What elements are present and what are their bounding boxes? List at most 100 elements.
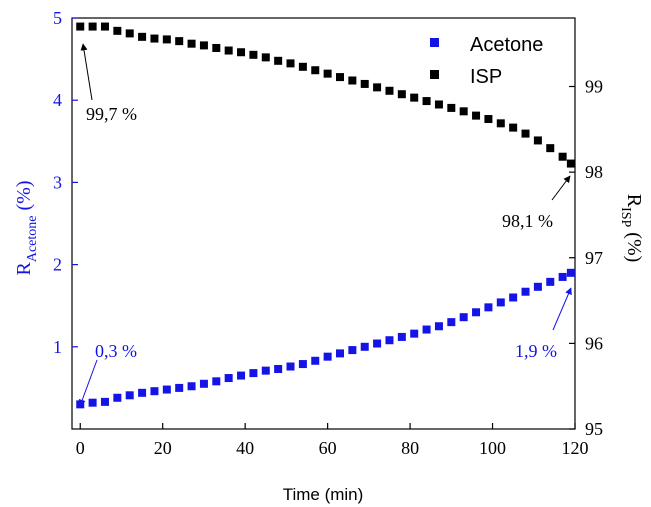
right-y-axis-title: RISP (%) — [618, 194, 645, 263]
acetone-data-point — [509, 293, 518, 302]
right-y-tick-label: 98 — [585, 162, 603, 182]
isp-data-point — [199, 41, 208, 50]
acetone-data-point — [162, 385, 171, 394]
left-y-tick-label: 2 — [53, 255, 62, 275]
acetone-data-point — [373, 339, 382, 348]
annotation-isp-end: 98,1 % — [502, 211, 553, 231]
right-y-tick-label: 96 — [585, 333, 603, 353]
acetone-data-point — [224, 374, 233, 383]
isp-data-point — [484, 115, 493, 124]
acetone-data-point — [434, 322, 443, 331]
acetone-data-point — [360, 342, 369, 351]
isp-data-point — [566, 159, 575, 168]
x-tick-label: 80 — [401, 438, 419, 458]
annotation-acetone-end: 1,9 % — [515, 341, 557, 361]
isp-data-point — [323, 69, 332, 78]
isp-data-point — [397, 90, 406, 99]
acetone-data-point — [459, 313, 468, 322]
isp-data-point — [162, 35, 171, 44]
acetone-data-point — [323, 352, 332, 361]
isp-data-point — [447, 103, 456, 112]
x-tick-label: 120 — [562, 438, 589, 458]
annotation-arrow-isp-end — [551, 175, 571, 201]
acetone-data-point — [150, 387, 159, 396]
isp-data-point — [286, 59, 295, 68]
isp-data-point — [335, 73, 344, 82]
acetone-data-point — [385, 336, 394, 345]
acetone-data-point — [335, 349, 344, 358]
isp-data-point — [249, 50, 258, 59]
plot-frame — [71, 17, 576, 430]
acetone-data-point — [566, 268, 575, 277]
acetone-data-point — [496, 298, 505, 307]
isp-data-point — [274, 56, 283, 65]
acetone-series-markers — [76, 268, 575, 409]
right-y-tick-label: 99 — [585, 77, 603, 97]
acetone-data-point — [472, 308, 481, 317]
x-tick-label: 60 — [319, 438, 337, 458]
isp-data-point — [311, 66, 320, 75]
isp-data-point — [558, 152, 567, 161]
isp-data-point — [100, 22, 109, 31]
left-y-tick-label: 1 — [53, 337, 62, 357]
acetone-data-point — [261, 366, 270, 375]
left-y-axis-title: RAcetone (%) — [13, 181, 40, 276]
acetone-data-point — [397, 332, 406, 341]
isp-data-point — [298, 62, 307, 71]
isp-data-point — [521, 129, 530, 138]
x-axis-title: Time (min) — [283, 485, 364, 504]
acetone-data-point — [484, 303, 493, 312]
legend: Acetone ISP — [430, 34, 543, 88]
left-y-tick-label: 3 — [53, 172, 62, 192]
isp-data-point — [237, 48, 246, 57]
acetone-data-point — [447, 318, 456, 327]
isp-data-point — [187, 39, 196, 48]
isp-data-point — [113, 26, 122, 35]
right-y-tick-label: 97 — [585, 248, 603, 268]
acetone-data-point — [422, 325, 431, 334]
x-tick-label: 0 — [76, 438, 85, 458]
acetone-data-point — [113, 393, 122, 402]
acetone-data-point — [298, 360, 307, 369]
acetone-data-point — [274, 364, 283, 373]
isp-data-point — [360, 79, 369, 88]
isp-data-point — [138, 32, 147, 41]
x-axis-ticks: 0 20 40 60 80 100 120 — [76, 423, 589, 458]
acetone-data-point — [125, 391, 134, 400]
isp-data-point — [533, 136, 542, 145]
isp-data-point — [410, 93, 419, 102]
x-tick-label: 20 — [154, 438, 172, 458]
isp-data-point — [434, 100, 443, 109]
acetone-data-point — [521, 287, 530, 296]
acetone-data-point — [237, 371, 246, 380]
isp-series-markers — [76, 22, 575, 168]
legend-label-isp: ISP — [470, 66, 502, 88]
acetone-data-point — [286, 362, 295, 371]
isp-data-point — [150, 34, 159, 43]
x-tick-label: 100 — [479, 438, 506, 458]
left-y-tick-label: 4 — [53, 90, 62, 110]
isp-data-point — [76, 22, 85, 31]
annotation-acetone-start: 0,3 % — [95, 341, 137, 361]
isp-data-point — [224, 46, 233, 55]
acetone-data-point — [546, 277, 555, 286]
right-y-tick-label: 95 — [585, 419, 603, 439]
acetone-data-point — [199, 379, 208, 388]
acetone-data-point — [410, 329, 419, 338]
isp-data-point — [373, 83, 382, 92]
isp-data-point — [175, 37, 184, 46]
acetone-data-point — [249, 369, 258, 378]
acetone-data-point — [533, 282, 542, 291]
acetone-data-point — [212, 377, 221, 386]
isp-data-point — [422, 97, 431, 106]
acetone-data-point — [187, 382, 196, 391]
right-y-axis-ticks: 95 96 97 98 99 — [569, 77, 603, 439]
isp-data-point — [125, 29, 134, 38]
acetone-data-point — [88, 398, 97, 407]
acetone-data-point — [175, 383, 184, 392]
legend-marker-isp — [430, 70, 439, 79]
legend-marker-acetone — [430, 38, 439, 47]
left-y-tick-label: 5 — [53, 8, 62, 28]
acetone-data-point — [311, 356, 320, 365]
